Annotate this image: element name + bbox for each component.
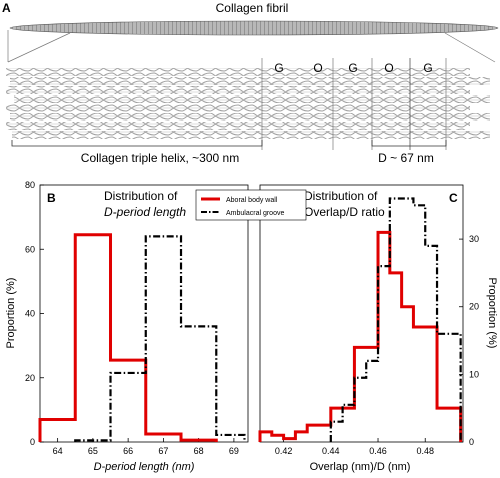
- panel-c-title-line1: Distribution of: [304, 189, 378, 203]
- legend-box: [195, 189, 307, 221]
- triple-helix-rows: [6, 68, 490, 139]
- panel-b-chart: B Distribution of D-period length D-peri…: [5, 180, 249, 473]
- series-ambulacral: [74, 235, 246, 442]
- panel-c-xlabel: Overlap (nm)/D (nm): [310, 461, 411, 473]
- panel-c-letter: C: [449, 191, 458, 205]
- panel-a-letter: A: [2, 1, 11, 15]
- band-label-g1: G: [274, 61, 283, 75]
- series-aboral: [38, 233, 218, 442]
- panel-b-ticks: 64 65 66 67 68 69 0 20 40 60 80: [25, 180, 239, 456]
- band-label-o2: O: [384, 61, 393, 75]
- panel-b-ylabel: Proportion (%): [5, 278, 17, 349]
- series-ambulacral: [329, 197, 462, 442]
- band-label-o1: O: [313, 61, 322, 75]
- band-label-g3: G: [423, 61, 432, 75]
- d-period-bracket: [371, 140, 447, 147]
- helix-length-label: Collagen triple helix, ~300 nm: [81, 151, 239, 165]
- y-tick-label: 10: [469, 369, 479, 379]
- panel-b-series: [38, 233, 246, 442]
- x-tick-label: 0.48: [416, 446, 434, 456]
- x-tick-label: 67: [158, 446, 168, 456]
- helix-row: [10, 113, 490, 121]
- x-tick-label: 64: [53, 446, 63, 456]
- y-tick-label: 20: [469, 302, 479, 312]
- x-tick-label: 0.42: [275, 446, 293, 456]
- helix-row: [6, 122, 470, 130]
- panel-c-series: [258, 197, 463, 442]
- y-tick-label: 60: [25, 244, 35, 254]
- helix-row: [12, 131, 490, 139]
- panel-b-title-line2: D-period length: [104, 205, 186, 219]
- d-period-label: D ~ 67 nm: [378, 151, 434, 165]
- y-tick-label: 80: [25, 180, 35, 190]
- x-tick-label: 0.44: [322, 446, 340, 456]
- panel-c-chart: C Distribution of Overlap/D ratio Overla…: [258, 184, 498, 473]
- panel-c-ticks: 0.42 0.44 0.46 0.48 0 10 20 30: [275, 234, 479, 456]
- y-tick-label: 0: [469, 437, 474, 447]
- panel-c-frame: [259, 184, 464, 443]
- x-tick-label: 69: [229, 446, 239, 456]
- helix-row: [14, 95, 490, 103]
- panel-b-title-line1: Distribution of: [104, 189, 178, 203]
- fibril-title: Collagen fibril: [216, 1, 289, 15]
- legend-label-ambulacral: Ambulacral groove: [226, 210, 284, 217]
- y-tick-label: 20: [25, 373, 35, 383]
- y-tick-label: 30: [469, 234, 479, 244]
- x-tick-label: 0.46: [369, 446, 387, 456]
- helix-row: [6, 68, 470, 76]
- y-tick-label: 40: [25, 309, 35, 319]
- panel-b-xlabel: D-period length (nm): [94, 461, 195, 473]
- zoom-line-diag-left: [7, 32, 71, 63]
- collagen-fibril-shape: [9, 20, 499, 36]
- helix-row: [6, 104, 470, 112]
- helix-bracket: [11, 140, 263, 147]
- x-tick-label: 65: [88, 446, 98, 456]
- helix-row: [10, 77, 490, 85]
- y-tick-label: 0: [30, 437, 35, 447]
- helix-row: [6, 86, 470, 94]
- band-label-g2: G: [348, 61, 357, 75]
- panel-b-letter: B: [47, 191, 56, 205]
- x-tick-label: 68: [194, 446, 204, 456]
- panel-c-ylabel: Proportion (%): [486, 278, 498, 349]
- series-aboral: [258, 230, 463, 442]
- legend: Aboral body wall Ambulacral groove: [195, 189, 307, 221]
- panel-a: A Collagen fibril G O G O G Collagen tri…: [2, 1, 499, 165]
- zoom-line-diag-right: [444, 32, 496, 63]
- x-tick-label: 66: [123, 446, 133, 456]
- legend-label-aboral: Aboral body wall: [226, 197, 278, 204]
- panel-c-title-line2: Overlap/D ratio: [304, 205, 385, 219]
